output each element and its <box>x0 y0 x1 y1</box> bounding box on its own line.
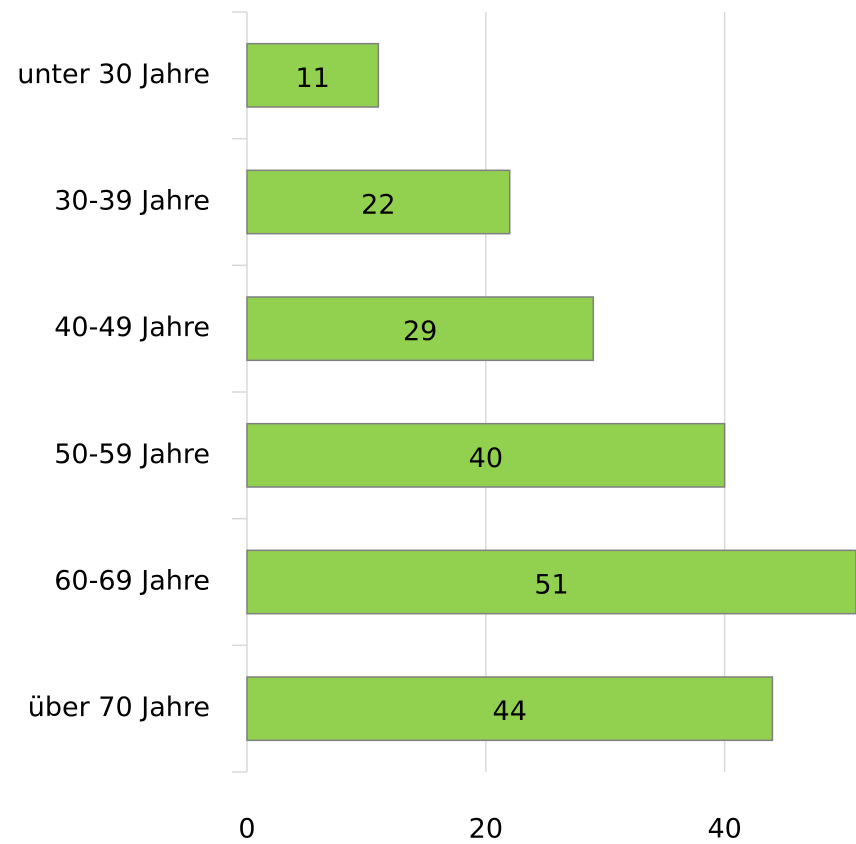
bar <box>246 422 726 488</box>
y-tick-label: 50-59 Jahre <box>54 439 210 470</box>
data-label: 22 <box>361 190 395 221</box>
data-label: 40 <box>469 443 503 474</box>
y-tick-label: 40-49 Jahre <box>54 312 210 343</box>
y-tick-label: unter 30 Jahre <box>17 59 210 90</box>
bar <box>246 549 856 615</box>
x-tick-label: 40 <box>707 814 741 844</box>
bar <box>246 676 774 742</box>
data-label: 11 <box>295 63 329 94</box>
bar <box>246 296 595 362</box>
bar <box>246 42 380 108</box>
x-tick-label: 20 <box>469 814 503 844</box>
y-tick-label: über 70 Jahre <box>28 692 210 723</box>
data-label: 44 <box>493 696 527 727</box>
x-tick-label: 0 <box>238 814 255 844</box>
y-tick-label: 30-39 Jahre <box>54 186 210 217</box>
bar <box>246 169 511 235</box>
data-label: 51 <box>534 570 568 601</box>
y-tick-label: 60-69 Jahre <box>54 566 210 597</box>
data-label: 29 <box>403 316 437 347</box>
